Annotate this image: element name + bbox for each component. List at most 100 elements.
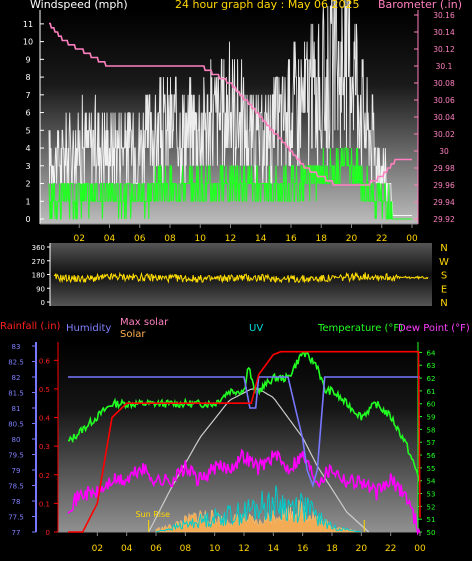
direction-tick-label: 0 bbox=[41, 299, 45, 307]
lower-x-tick-label: 14 bbox=[268, 544, 280, 554]
wind-x-tick-label: 02 bbox=[74, 234, 85, 244]
series-uv bbox=[155, 485, 362, 533]
wind-x-tick-label: 14 bbox=[255, 234, 267, 244]
wind-x-tick-label: 20 bbox=[346, 234, 358, 244]
temperature-tick-label: 56 bbox=[427, 452, 436, 460]
label-temperature: Temperature (°F) bbox=[318, 323, 404, 334]
compass-letter: N bbox=[440, 298, 447, 309]
barometer-tick-label: 30.14 bbox=[433, 28, 455, 37]
rain-tick-label: 0.1 bbox=[39, 500, 50, 508]
lower-x-tick-label: 10 bbox=[209, 544, 221, 554]
wind-tick-label: 5 bbox=[25, 126, 30, 135]
rain-tick-label: 0.5 bbox=[39, 386, 50, 394]
humidity-tick-label: 81 bbox=[12, 405, 21, 413]
lower-x-tick-label: 22 bbox=[385, 544, 396, 554]
lower-x-tick-label: 18 bbox=[326, 544, 338, 554]
humidity-tick-label: 79 bbox=[12, 467, 21, 475]
humidity-tick-label: 80 bbox=[12, 436, 21, 444]
temperature-tick-label: 64 bbox=[427, 349, 436, 357]
wind-tick-label: 10 bbox=[23, 38, 33, 47]
temperature-tick-label: 52 bbox=[427, 503, 436, 511]
temperature-tick-label: 55 bbox=[427, 465, 436, 473]
rain-tick-label: 0 bbox=[46, 529, 50, 537]
wind-x-tick-label: 16 bbox=[285, 234, 297, 244]
lower-x-tick-label: 06 bbox=[150, 544, 162, 554]
barometer-tick-label: 29.94 bbox=[433, 198, 455, 207]
humidity-tick-label: 78.5 bbox=[8, 483, 24, 491]
series-temperature bbox=[67, 351, 421, 484]
temperature-tick-label: 58 bbox=[427, 426, 436, 434]
temperature-tick-label: 51 bbox=[427, 516, 436, 524]
barometer-tick-label: 29.92 bbox=[433, 215, 455, 224]
lower-plot-area bbox=[58, 342, 418, 532]
barometer-tick-label: 30.02 bbox=[433, 130, 455, 139]
temperature-tick-label: 59 bbox=[427, 414, 436, 422]
lower-x-tick-label: 00 bbox=[414, 544, 426, 554]
temperature-tick-label: 62 bbox=[427, 375, 436, 383]
humidity-tick-label: 82.5 bbox=[8, 359, 24, 367]
humidity-tick-label: 80.5 bbox=[8, 421, 24, 429]
lower-x-tick-label: 02 bbox=[92, 544, 103, 554]
compass-letter: S bbox=[441, 271, 447, 282]
humidity-tick-label: 81.5 bbox=[8, 390, 24, 398]
lower-x-tick-label: 20 bbox=[356, 544, 368, 554]
temperature-tick-label: 57 bbox=[427, 439, 436, 447]
series-rainfall bbox=[68, 350, 421, 533]
label-solar: Solar bbox=[120, 329, 146, 340]
humidity-tick-label: 77 bbox=[12, 529, 21, 537]
rain-tick-label: 0.6 bbox=[39, 357, 51, 365]
wind-x-tick-label: 00 bbox=[406, 234, 418, 244]
wind-tick-label: 11 bbox=[23, 20, 33, 29]
sunrise-label: Sun Rise bbox=[135, 510, 170, 519]
lower-x-tick-label: 16 bbox=[297, 544, 309, 554]
compass-letter: W bbox=[439, 257, 449, 268]
temperature-tick-label: 53 bbox=[427, 491, 436, 499]
temperature-tick-label: 60 bbox=[427, 401, 436, 409]
barometer-tick-label: 29.98 bbox=[433, 164, 455, 173]
header-right-title: Barometer (.in) bbox=[378, 0, 462, 11]
wind-tick-label: 9 bbox=[25, 55, 30, 64]
compass-letter: N bbox=[440, 243, 447, 254]
series-solar bbox=[155, 498, 362, 533]
wind-tick-label: 6 bbox=[25, 109, 30, 118]
barometer-tick-label: 30.04 bbox=[433, 113, 455, 122]
wind-tick-label: 0 bbox=[25, 215, 30, 224]
label-dew-point: Dew Point (°F) bbox=[398, 323, 470, 334]
series-windspeed-average bbox=[48, 147, 412, 220]
barometer-tick-label: 30.12 bbox=[433, 45, 455, 54]
wind-x-tick-label: 12 bbox=[225, 234, 236, 244]
wind-x-tick-label: 08 bbox=[164, 234, 176, 244]
barometer-tick-label: 30.16 bbox=[433, 11, 455, 20]
header-center-title: 24 hour graph day : May 06 2025 bbox=[175, 0, 360, 11]
humidity-tick-label: 79.5 bbox=[8, 452, 24, 460]
wind-x-tick-label: 22 bbox=[376, 234, 387, 244]
series-dew-point bbox=[67, 448, 421, 536]
temperature-tick-label: 54 bbox=[427, 478, 436, 486]
compass-letter: E bbox=[441, 284, 447, 295]
label-rainfall: Rainfall (.in) bbox=[0, 321, 61, 332]
barometer-tick-label: 30 bbox=[439, 147, 449, 156]
label-uv: UV bbox=[249, 323, 264, 334]
direction-tick-label: 360 bbox=[32, 244, 45, 252]
wind-x-tick-label: 18 bbox=[316, 234, 328, 244]
rain-tick-label: 0.4 bbox=[39, 415, 51, 423]
barometer-tick-label: 30.08 bbox=[433, 79, 455, 88]
label-max-solar: Max solar bbox=[120, 317, 169, 328]
temperature-tick-label: 63 bbox=[427, 362, 436, 370]
wind-tick-label: 1 bbox=[25, 197, 30, 206]
humidity-tick-label: 82 bbox=[12, 374, 21, 382]
direction-tick-label: 270 bbox=[32, 258, 45, 266]
lower-x-tick-label: 04 bbox=[121, 544, 133, 554]
lower-x-tick-label: 08 bbox=[180, 544, 192, 554]
wind-x-tick-label: 10 bbox=[195, 234, 207, 244]
barometer-tick-label: 30.06 bbox=[433, 96, 455, 105]
wind-tick-label: 7 bbox=[25, 91, 30, 100]
temperature-tick-label: 50 bbox=[427, 529, 436, 537]
rain-tick-label: 0.3 bbox=[39, 443, 50, 451]
direction-tick-label: 180 bbox=[32, 272, 45, 280]
barometer-tick-label: 29.96 bbox=[433, 181, 455, 190]
wind-x-tick-label: 04 bbox=[104, 234, 116, 244]
lower-x-tick-label: 12 bbox=[238, 544, 249, 554]
temperature-tick-label: 61 bbox=[427, 388, 436, 396]
